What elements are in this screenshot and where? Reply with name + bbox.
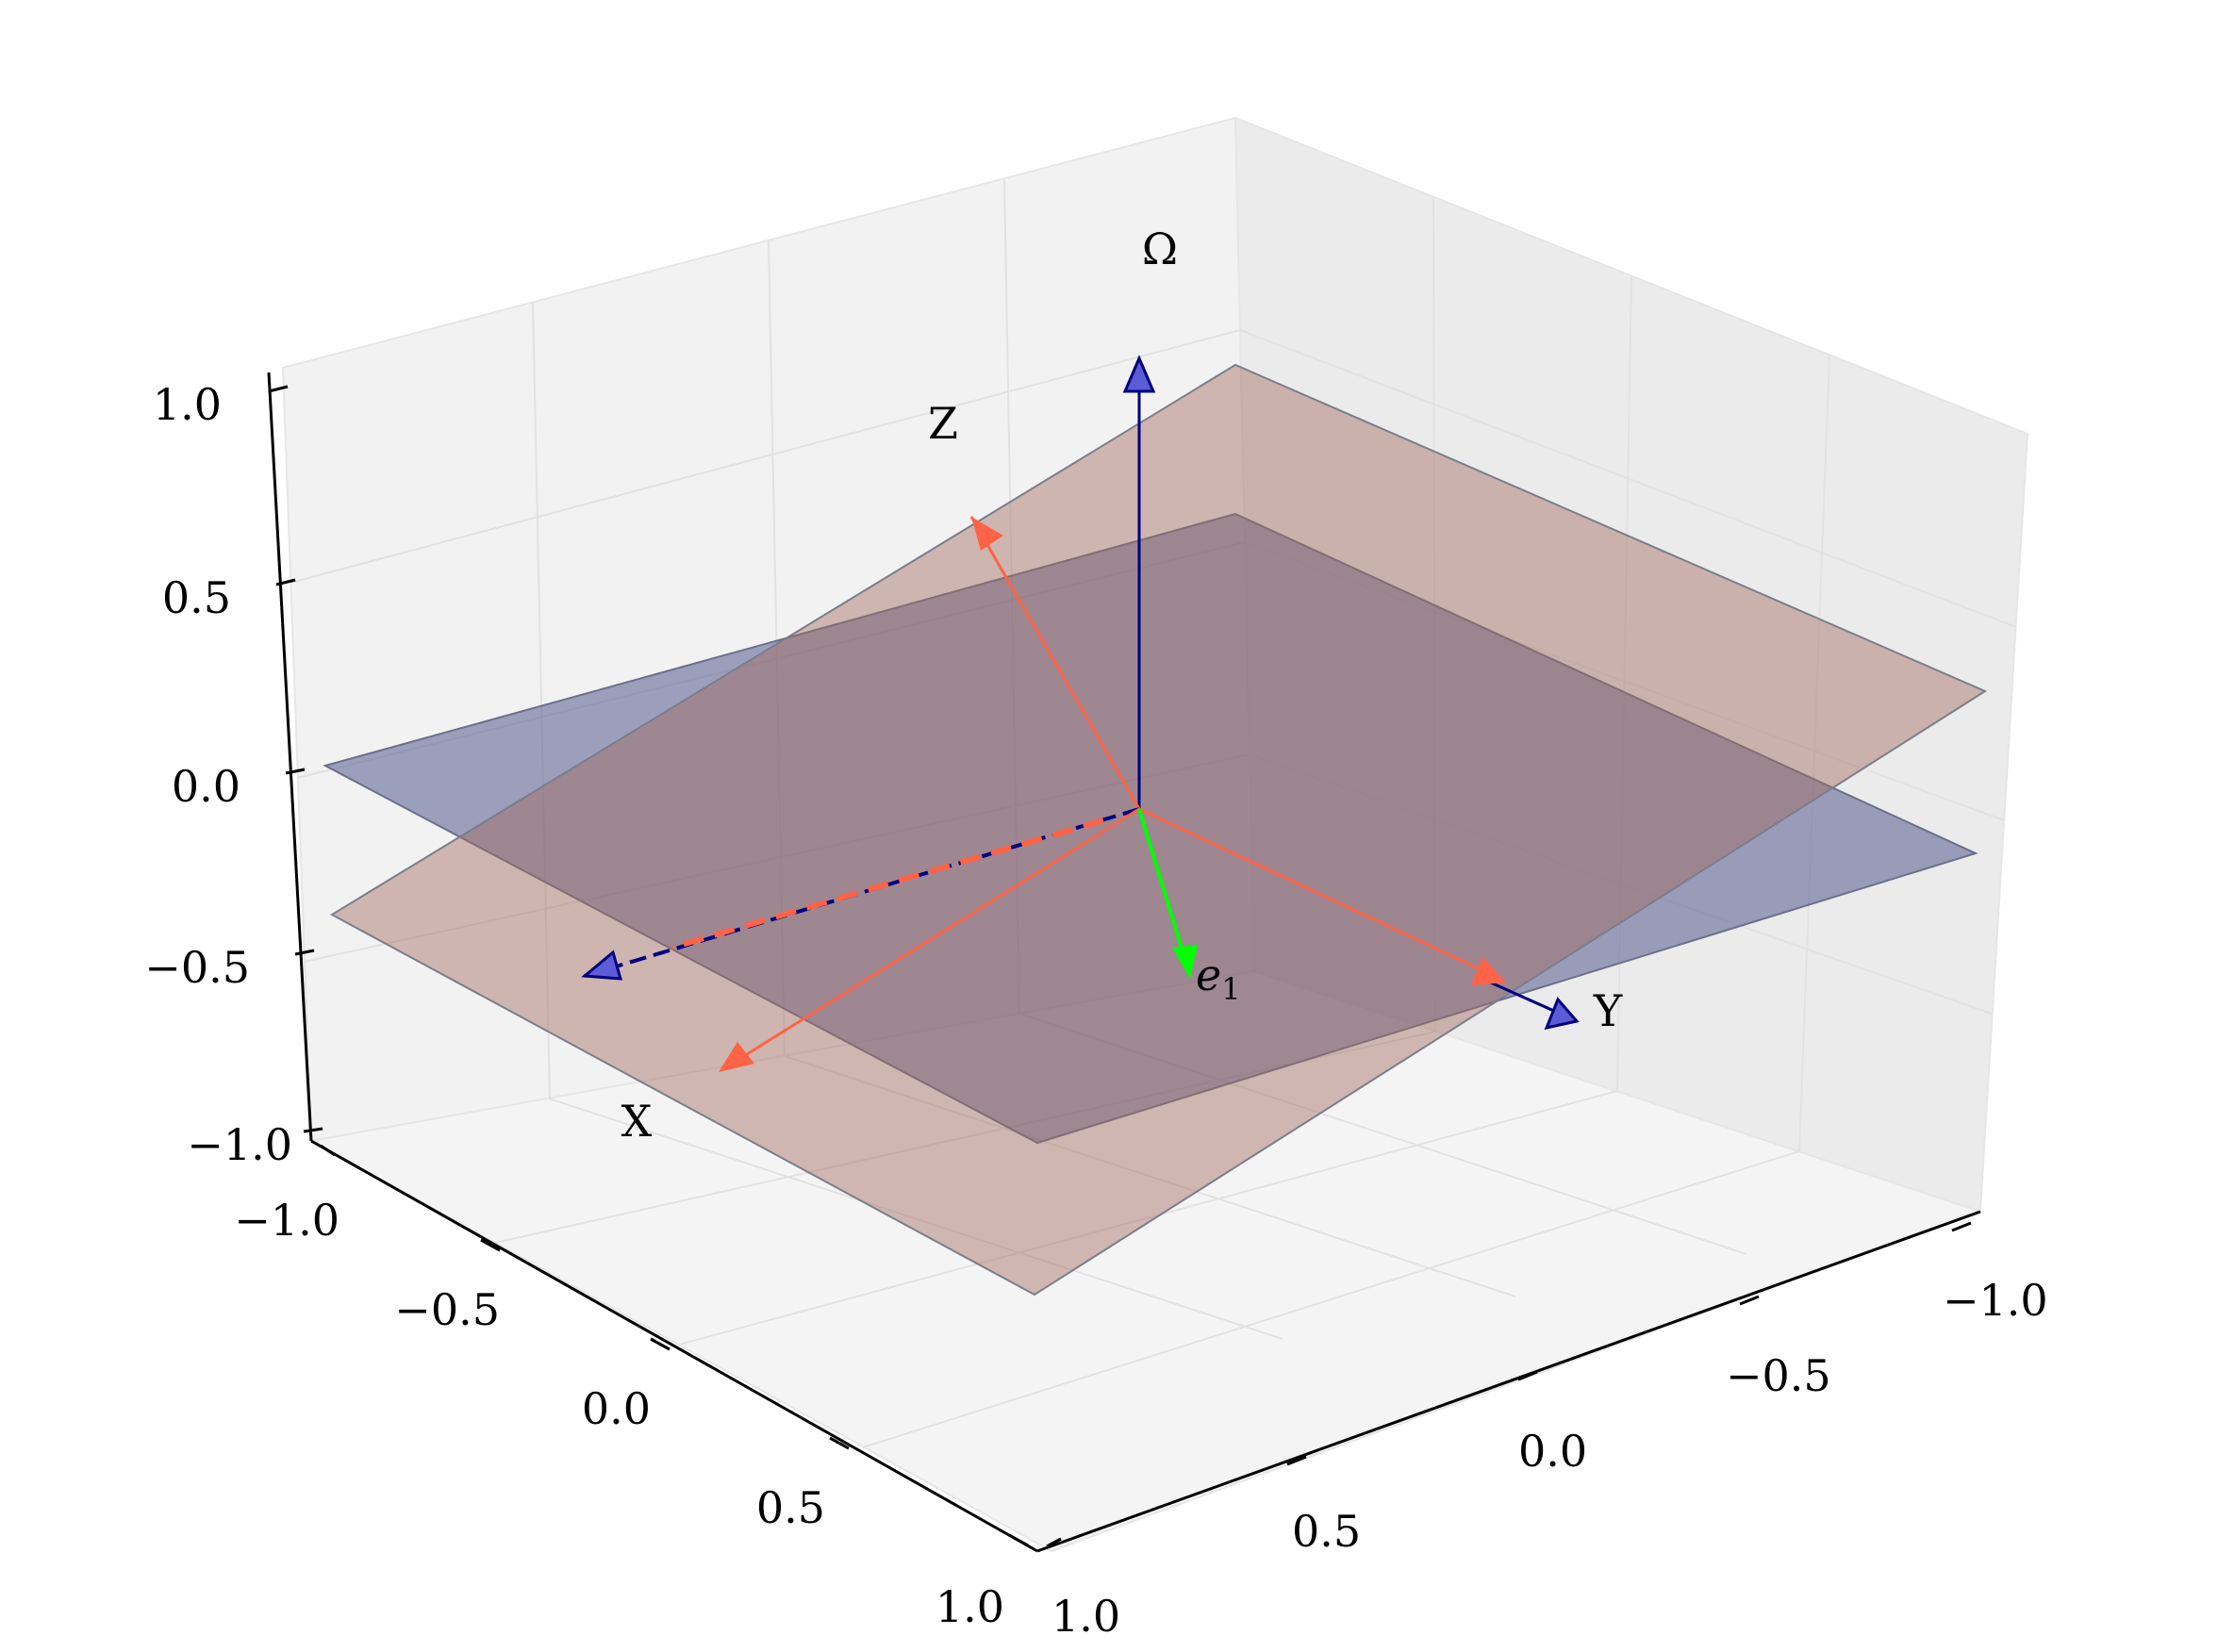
y-tick-labels: 1.0 0.5 0.0 −0.5 −1.0 bbox=[1051, 1275, 2048, 1642]
y-tick-label: 1.0 bbox=[1051, 1591, 1120, 1642]
x-tick-label: −1.0 bbox=[234, 1195, 339, 1246]
y-tick-label: −0.5 bbox=[1726, 1350, 1831, 1401]
vector-body-y bbox=[1138, 807, 1505, 983]
arrowhead-z bbox=[971, 517, 1003, 551]
x-tick-labels: −1.0 −0.5 0.0 0.5 1.0 bbox=[234, 1195, 1004, 1632]
arrowhead-lab-x bbox=[581, 950, 623, 981]
vector-lab-x bbox=[584, 807, 1140, 978]
label-z: Z bbox=[928, 398, 958, 449]
vector-body-x-dashed bbox=[670, 818, 1104, 950]
y-tick-label: 0.5 bbox=[1292, 1506, 1361, 1557]
arrowhead-x bbox=[719, 1042, 754, 1072]
label-x: X bbox=[621, 1096, 653, 1147]
y-axis-line bbox=[1036, 1210, 1981, 1553]
z-tick-label: −1.0 bbox=[187, 1119, 292, 1170]
axes-spines bbox=[267, 372, 1981, 1553]
vectors bbox=[581, 355, 1580, 1072]
lab-plane bbox=[323, 512, 1978, 1145]
tick-marks bbox=[268, 385, 1972, 1548]
label-y: Y bbox=[1593, 985, 1623, 1036]
z-tick-labels: 1.0 0.5 0.0 −0.5 −1.0 bbox=[144, 379, 292, 1170]
y-tick-label: 0.0 bbox=[1518, 1426, 1587, 1477]
x-tick-label: −0.5 bbox=[394, 1284, 500, 1335]
z-tick-label: −0.5 bbox=[144, 942, 250, 993]
x-tick-label: 0.5 bbox=[756, 1482, 825, 1533]
z-tick-label: 0.5 bbox=[162, 572, 231, 623]
arrowhead-e1 bbox=[1172, 945, 1198, 979]
vector-x bbox=[720, 807, 1140, 1072]
vector-z bbox=[969, 516, 1141, 810]
z-axis-line bbox=[267, 372, 313, 1142]
y-tick-label: −1.0 bbox=[1943, 1275, 2048, 1326]
x-tick-label: 1.0 bbox=[935, 1581, 1004, 1632]
z-tick-label: 0.0 bbox=[172, 761, 240, 812]
z-tick-label: 1.0 bbox=[153, 379, 222, 430]
x-axis-line bbox=[310, 1139, 1038, 1553]
label-omega: Ω bbox=[1142, 223, 1178, 274]
arrowhead-omega bbox=[1122, 355, 1156, 393]
x-tick-label: 0.0 bbox=[582, 1383, 651, 1434]
arrowhead-body-y bbox=[1471, 957, 1506, 985]
arrowhead-lab-y bbox=[1544, 997, 1580, 1031]
